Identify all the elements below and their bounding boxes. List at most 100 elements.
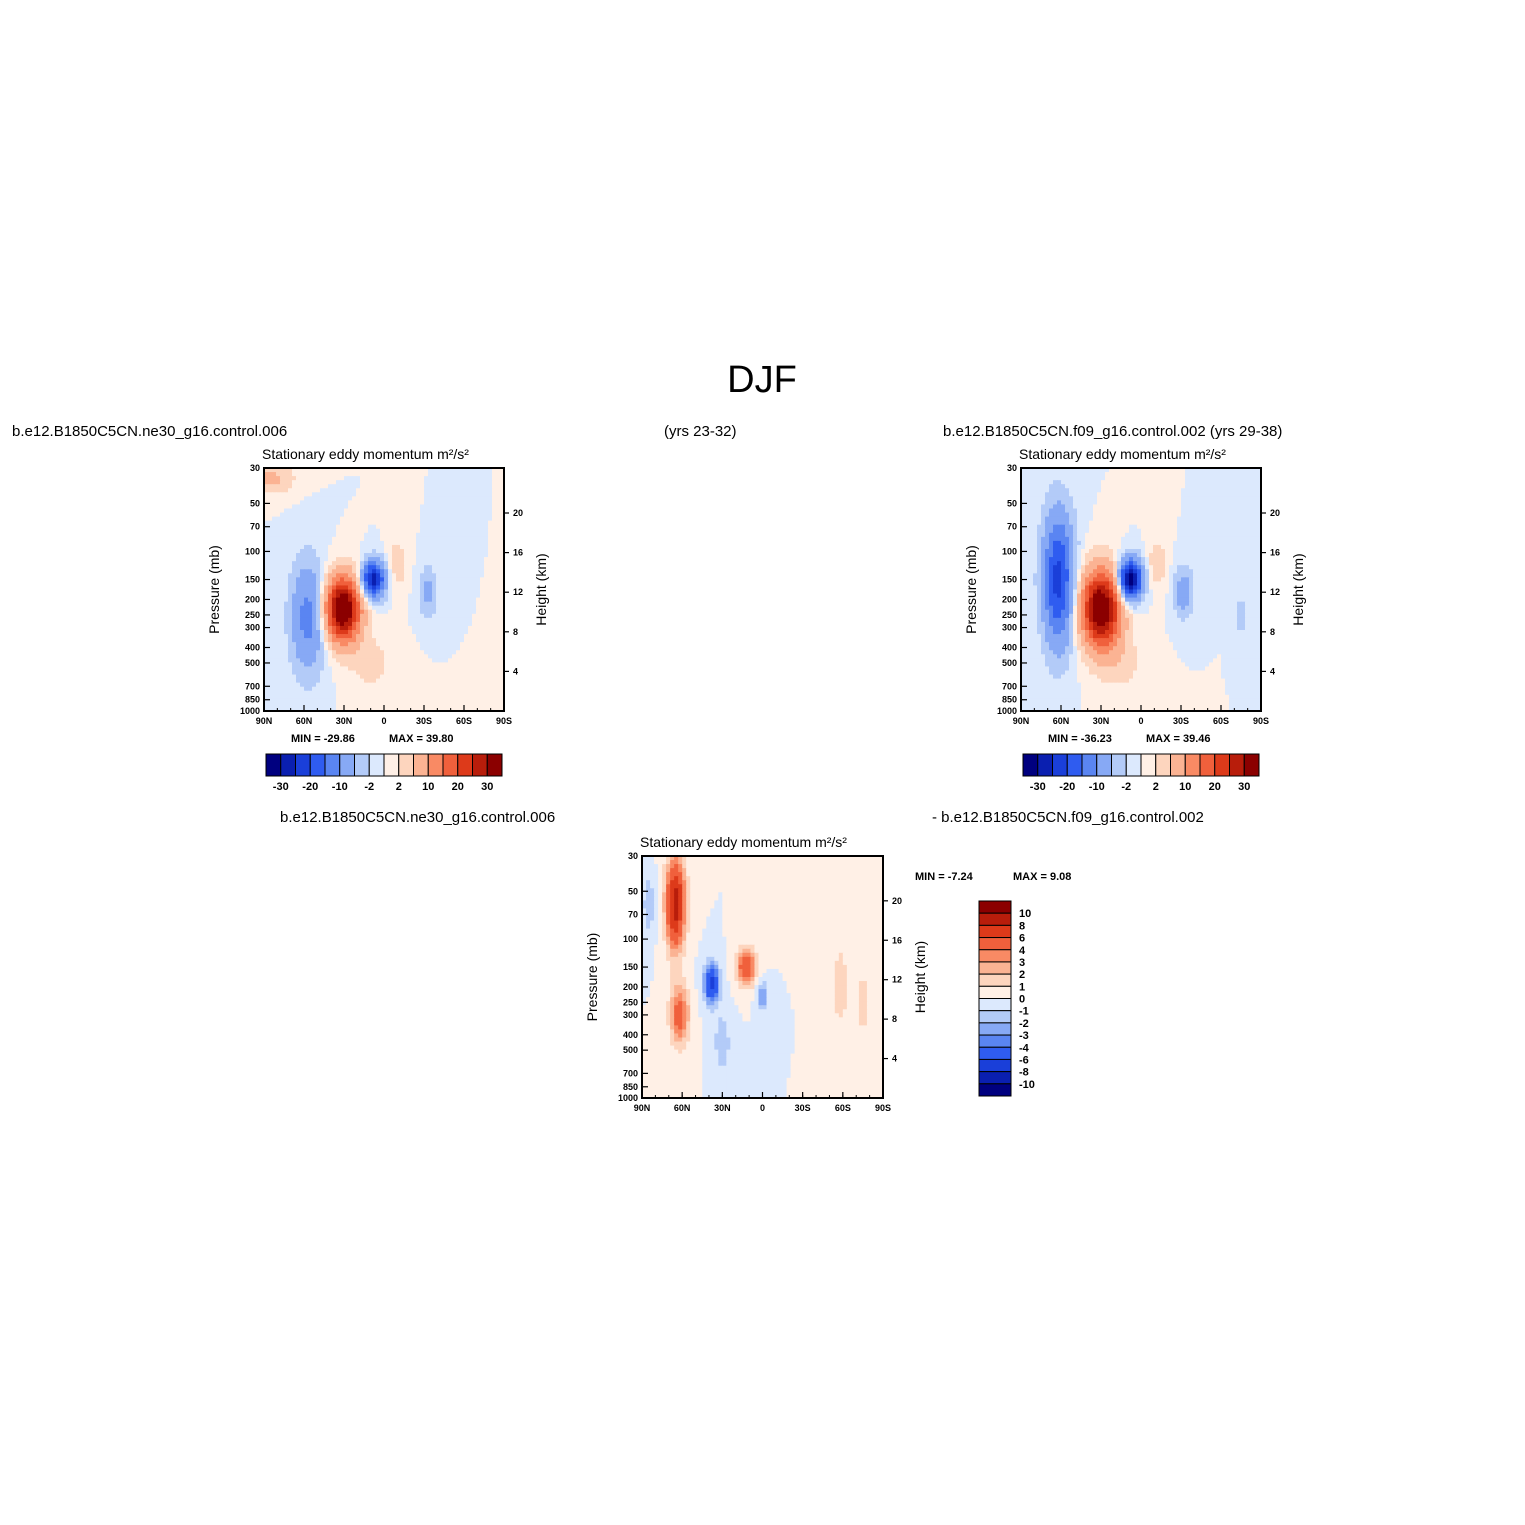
- heatmap-cell: [1061, 492, 1066, 497]
- heatmap-cell: [388, 557, 393, 562]
- heatmap-cell: [468, 609, 473, 615]
- heatmap-cell: [324, 508, 329, 514]
- heatmap-cell: [1133, 516, 1138, 522]
- heatmap-cell: [408, 540, 413, 546]
- heatmap-cell: [312, 674, 317, 680]
- heatmap-cell: [1197, 492, 1202, 497]
- heatmap-cell: [372, 585, 377, 591]
- heatmap-cell: [484, 540, 489, 546]
- heatmap-cell: [492, 484, 497, 489]
- heatmap-cell: [1229, 508, 1234, 514]
- heatmap-cell: [328, 488, 333, 493]
- heatmap-cell: [1177, 480, 1182, 485]
- heatmap-cell: [1113, 553, 1118, 558]
- heatmap-cell: [456, 609, 461, 615]
- heatmap-cell: [332, 658, 337, 663]
- heatmap-cell: [308, 480, 313, 485]
- heatmap-cell: [300, 613, 305, 619]
- heatmap-cell: [1081, 500, 1086, 506]
- heatmap-cell: [416, 601, 421, 607]
- heatmap-cell: [1073, 500, 1078, 506]
- heatmap-cell: [1133, 480, 1138, 485]
- heatmap-cell: [1109, 528, 1114, 534]
- heatmap-cell: [384, 520, 389, 526]
- heatmap-cell: [316, 553, 321, 558]
- heatmap-cell: [492, 577, 497, 582]
- heatmap-cell: [296, 621, 301, 627]
- heatmap-cell: [1021, 484, 1026, 489]
- heatmap-cell: [480, 549, 485, 554]
- heatmap-cell: [1257, 516, 1262, 522]
- heatmap-cell: [380, 532, 385, 538]
- heatmap-cell: [1249, 468, 1254, 473]
- heatmap-cell: [356, 597, 361, 603]
- heatmap-cell: [444, 480, 449, 485]
- heatmap-cell: [500, 613, 505, 619]
- heatmap-cell: [268, 472, 273, 477]
- heatmap-cell: [1069, 536, 1074, 542]
- heatmap-cell: [284, 654, 289, 659]
- heatmap-cell: [284, 549, 289, 554]
- heatmap-cell: [304, 654, 309, 659]
- heatmap-cell: [400, 601, 405, 607]
- heatmap-cell: [1185, 492, 1190, 497]
- heatmap-cell: [460, 528, 465, 534]
- heatmap-cell: [1157, 508, 1162, 514]
- heatmap-cell: [280, 658, 285, 663]
- heatmap-cell: [316, 476, 321, 481]
- heatmap-cell: [456, 577, 461, 582]
- heatmap-cell: [400, 500, 405, 506]
- heatmap-cell: [352, 569, 357, 574]
- heatmap-cell: [396, 532, 401, 538]
- heatmap-cell: [288, 597, 293, 603]
- heatmap-cell: [364, 540, 369, 546]
- heatmap-cell: [408, 698, 413, 704]
- heatmap-cell: [416, 650, 421, 655]
- heatmap-cell: [452, 642, 457, 647]
- heatmap-cell: [1137, 536, 1142, 542]
- heatmap-cell: [468, 528, 473, 534]
- heatmap-cell: [496, 654, 501, 659]
- heatmap-cell: [496, 573, 501, 578]
- heatmap-cell: [264, 690, 269, 696]
- heatmap-cell: [1201, 496, 1206, 501]
- heatmap-cell: [364, 662, 369, 668]
- heatmap-cell: [1161, 476, 1166, 481]
- heatmap-cell: [276, 565, 281, 570]
- heatmap-cell: [1045, 524, 1050, 530]
- heatmap-cell: [428, 597, 433, 603]
- heatmap-cell: [484, 492, 489, 497]
- heatmap-cell: [340, 524, 345, 530]
- heatmap-cell: [448, 630, 453, 635]
- heatmap-cell: [284, 658, 289, 663]
- heatmap-cell: [376, 468, 381, 473]
- heatmap-cell: [336, 524, 341, 530]
- heatmap-cell: [344, 532, 349, 538]
- heatmap-cell: [428, 706, 433, 712]
- heatmap-cell: [404, 500, 409, 506]
- heatmap-cell: [500, 638, 505, 643]
- heatmap-cell: [308, 581, 313, 587]
- heatmap-cell: [1133, 532, 1138, 538]
- heatmap-cell: [456, 496, 461, 501]
- heatmap-cell: [408, 472, 413, 477]
- heatmap-cell: [420, 476, 425, 481]
- heatmap-cell: [376, 500, 381, 506]
- heatmap-cell: [316, 544, 321, 550]
- heatmap-cell: [268, 476, 273, 481]
- heatmap-cell: [360, 589, 365, 595]
- heatmap-cell: [484, 549, 489, 554]
- heatmap-cell: [368, 585, 373, 591]
- heatmap-cell: [332, 666, 337, 672]
- heatmap-cell: [324, 540, 329, 546]
- heatmap-cell: [292, 585, 297, 591]
- heatmap-cell: [1241, 492, 1246, 497]
- heatmap-cell: [332, 472, 337, 477]
- heatmap-cell: [1049, 492, 1054, 497]
- heatmap-cell: [1173, 480, 1178, 485]
- heatmap-cell: [452, 557, 457, 562]
- heatmap-cell: [412, 549, 417, 554]
- heatmap-cell: [440, 573, 445, 578]
- heatmap-cell: [268, 690, 273, 696]
